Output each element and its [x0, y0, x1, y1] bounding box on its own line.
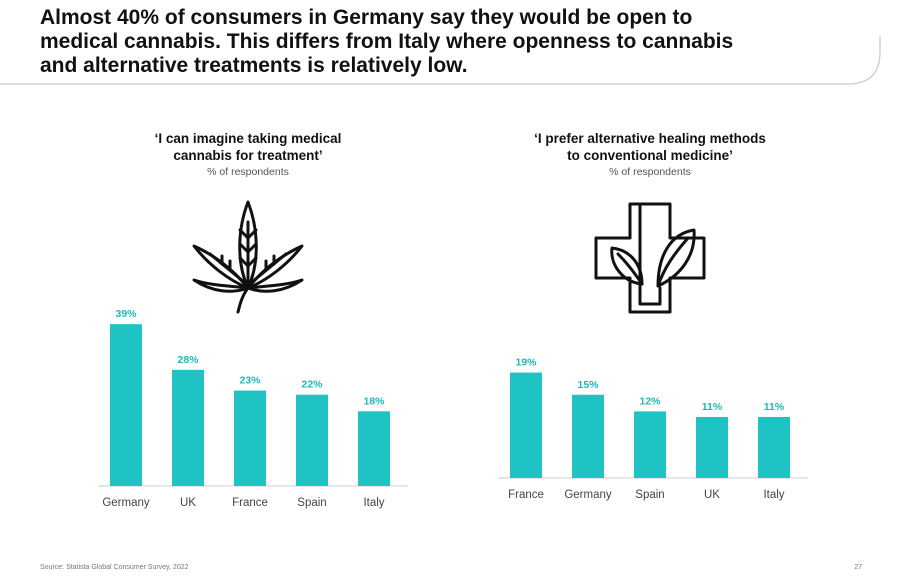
x-tick-label: Germany: [102, 497, 150, 509]
x-tick-label: Spain: [635, 489, 664, 501]
bar-italy: [358, 411, 390, 486]
chart-panel-medical-cannabis: ‘I can imagine taking medical cannabis f…: [68, 130, 428, 520]
bar-france: [234, 390, 266, 486]
data-label: 12%: [639, 395, 661, 407]
headline-line-2: medical cannabis. This differs from Ital…: [40, 30, 734, 53]
data-label: 11%: [764, 401, 785, 413]
data-label: 39%: [115, 308, 137, 320]
cannabis-leaf-icon: [188, 198, 308, 318]
bar-france: [510, 372, 542, 478]
x-tick-label: UK: [180, 497, 196, 509]
chart-title-alternative-healing: ‘I prefer alternative healing methods to…: [470, 130, 830, 164]
headline-line-3: and alternative treatments is relatively…: [40, 54, 468, 77]
chart-title-line-2: cannabis for treatment’: [173, 148, 323, 163]
chart-subtitle: % of respondents: [609, 166, 691, 178]
medical-cross-plant-icon: [590, 198, 710, 318]
data-label: 15%: [577, 379, 599, 391]
bar-germany: [110, 324, 142, 486]
data-label: 11%: [702, 401, 723, 413]
bar-germany: [572, 394, 604, 478]
x-tick-label: Italy: [363, 497, 384, 509]
bar-uk: [696, 416, 728, 478]
x-tick-label: Germany: [564, 489, 612, 501]
header-divider-curve: [0, 36, 881, 85]
data-label: 28%: [177, 354, 199, 366]
chart-panel-alternative-healing: ‘I prefer alternative healing methods to…: [470, 130, 830, 520]
data-label: 23%: [239, 375, 261, 387]
chart-title-medical-cannabis: ‘I can imagine taking medical cannabis f…: [68, 130, 428, 164]
chart-title-line-1: ‘I prefer alternative healing methods: [534, 131, 766, 146]
x-tick-label: France: [508, 489, 544, 501]
x-tick-label: Spain: [297, 497, 326, 509]
footer-source: Source: Statista Global Consumer Survey,…: [40, 564, 189, 571]
bar-chart-medical-cannabis: 39% Germany 28% UK 23% France 22% Spain 18% Italy: [98, 308, 408, 509]
bar-spain: [296, 394, 328, 486]
bar-uk: [172, 369, 204, 486]
x-tick-label: Italy: [763, 489, 784, 501]
page-headline: Almost 40% of consumers in Germany say t…: [40, 6, 860, 78]
bar-italy: [758, 416, 790, 478]
chart-title-line-1: ‘I can imagine taking medical: [154, 131, 342, 146]
page-number: 27: [854, 564, 862, 571]
bar-chart-alternative-healing: 19% France 15% Germany 12% Spain 11% UK 11% Italy: [498, 357, 808, 501]
chart-title-line-2: to conventional medicine’: [567, 148, 733, 163]
data-label: 19%: [515, 357, 537, 369]
bar-spain: [634, 411, 666, 478]
data-label: 22%: [301, 379, 323, 391]
chart-subtitle: % of respondents: [207, 166, 289, 178]
x-tick-label: France: [232, 497, 268, 509]
data-label: 18%: [363, 395, 385, 407]
headline-line-1: Almost 40% of consumers in Germany say t…: [40, 6, 693, 29]
x-tick-label: UK: [704, 489, 720, 501]
